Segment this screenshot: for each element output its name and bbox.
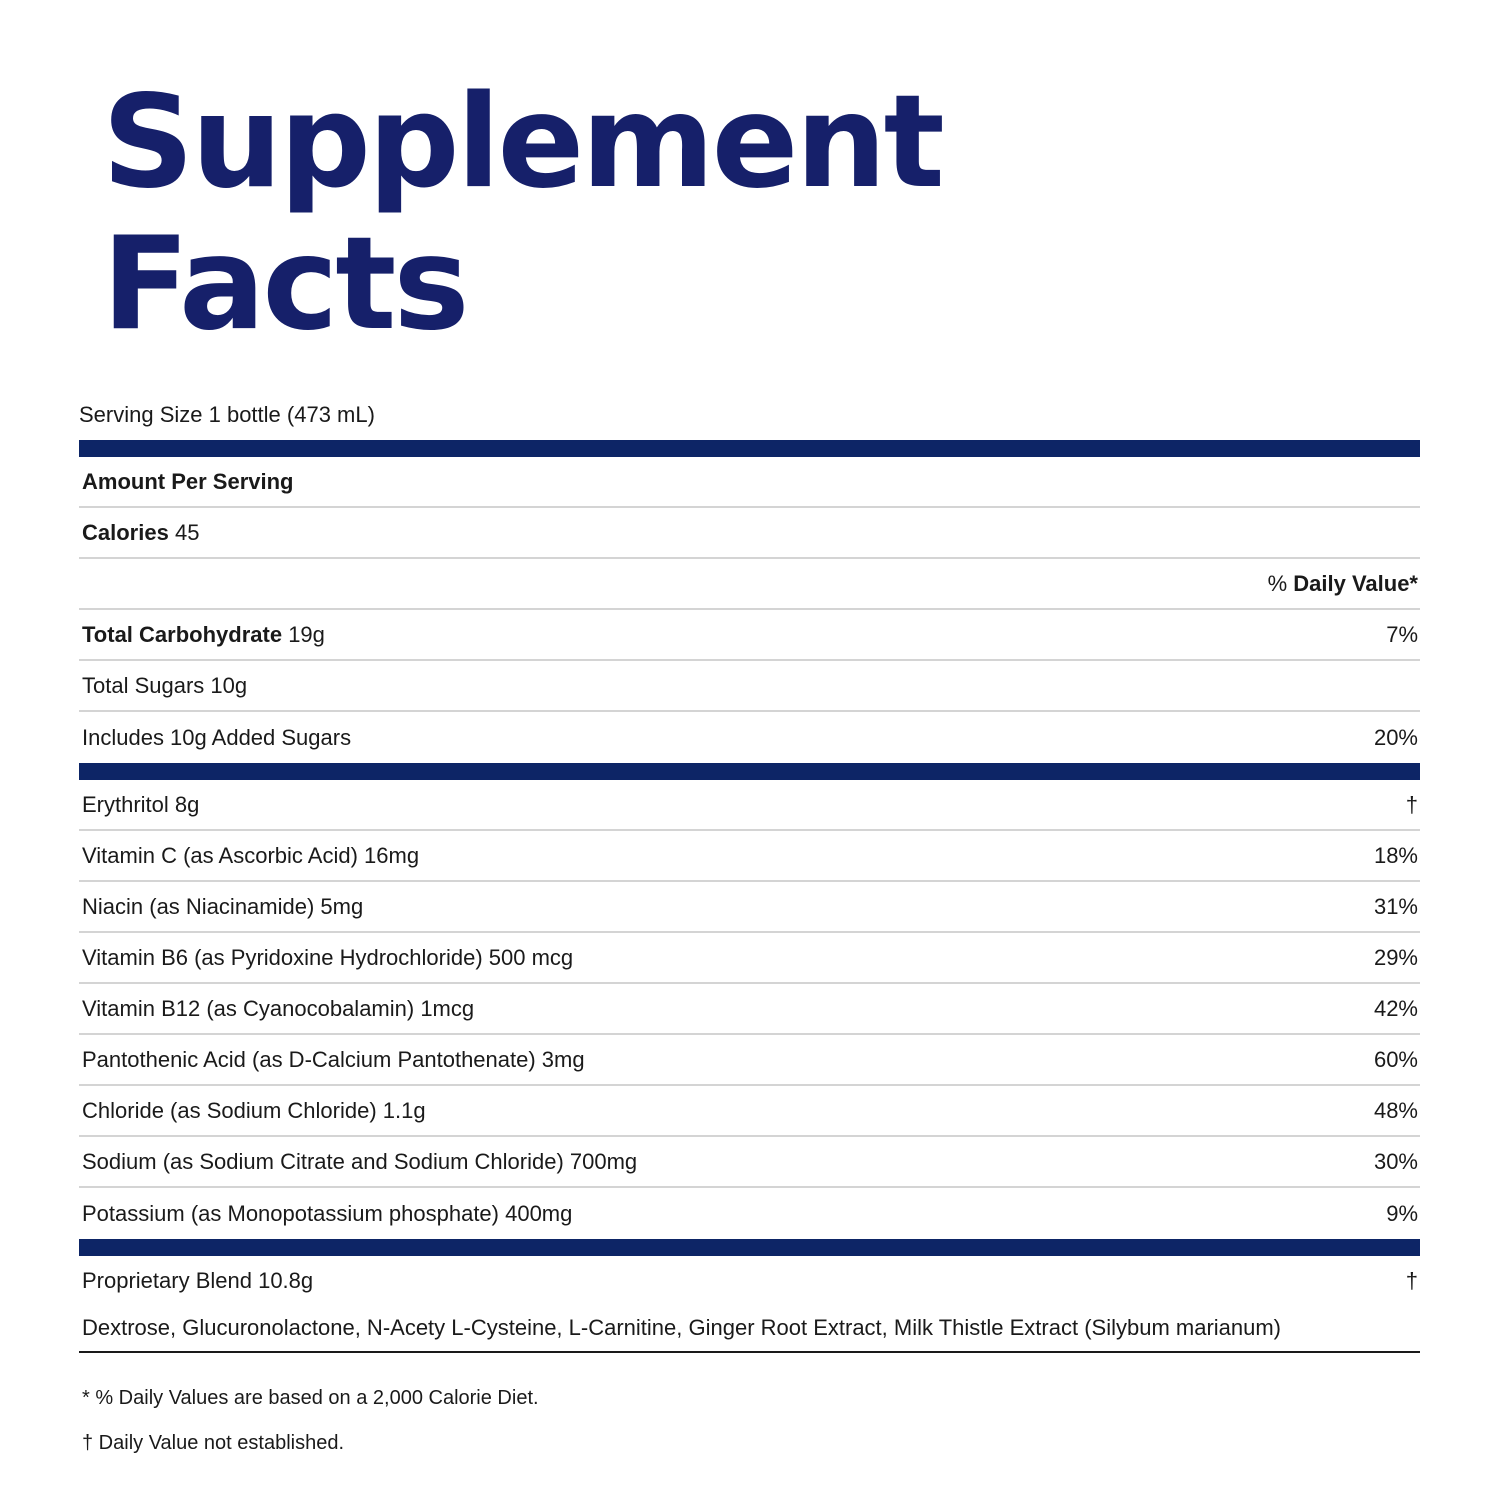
serving-size: Serving Size 1 bottle (473 mL) [79,402,375,427]
thick-divider [79,1239,1420,1256]
nutrient-row-sodium: Sodium (as Sodium Citrate and Sodium Chl… [79,1137,1420,1188]
nutrient-label: Vitamin B6 (as Pyridoxine Hydrochloride)… [82,944,574,970]
amount-per-serving-label: Amount Per Serving [82,468,294,494]
nutrient-label: Total Sugars 10g [82,672,248,698]
nutrient-label: Vitamin C (as Ascorbic Acid) 16mg [82,842,420,868]
nutrient-dv: 48% [1373,1097,1418,1123]
nutrient-dv: 60% [1373,1046,1418,1072]
page-title: Supplement Facts [102,68,945,359]
nutrient-dv: 42% [1373,995,1418,1021]
nutrient-amount: 19g [288,621,325,647]
nutrient-dv: 18% [1373,842,1418,868]
nutrient-label: Erythritol 8g [82,791,200,817]
title-line-1: Supplement [102,68,945,217]
nutrient-label: Total Carbohydrate [82,621,283,647]
nutrient-dv: 9% [1386,1200,1418,1226]
footnote-not-established: † Daily Value not established. [82,1432,345,1454]
daily-value-header-row: % Daily Value* [79,559,1420,610]
nutrient-dv: 30% [1373,1148,1418,1174]
calories-value: 45 [174,519,200,545]
nutrient-label: Sodium (as Sodium Citrate and Sodium Chl… [82,1148,638,1174]
thick-divider [79,763,1420,780]
nutrient-row-vitamin-b6: Vitamin B6 (as Pyridoxine Hydrochloride)… [79,933,1420,984]
nutrient-row-erythritol: Erythritol 8g † [79,780,1420,831]
nutrient-row-vitamin-b12: Vitamin B12 (as Cyanocobalamin) 1mcg 42% [79,984,1420,1035]
nutrient-row-total-sugars: Total Sugars 10g [79,661,1420,712]
thick-divider [79,440,1420,457]
nutrient-dv: 20% [1373,724,1418,750]
nutrient-label: Includes 10g Added Sugars [82,724,352,750]
nutrient-label: Pantothenic Acid (as D-Calcium Pantothen… [82,1046,585,1072]
calories-label: Calories [82,519,169,545]
title-line-2: Facts [102,210,470,359]
nutrient-row-potassium: Potassium (as Monopotassium phosphate) 4… [79,1188,1420,1239]
daily-value-header: % Daily Value* [1267,570,1418,596]
nutrient-row-niacin: Niacin (as Niacinamide) 5mg 31% [79,882,1420,933]
blend-dv: † [1405,1267,1418,1293]
nutrient-row-chloride: Chloride (as Sodium Chloride) 1.1g 48% [79,1086,1420,1137]
facts-panel: Amount Per Serving Calories 45 % Daily V… [79,440,1420,1353]
amount-per-serving-row: Amount Per Serving [79,457,1420,508]
nutrient-label: Chloride (as Sodium Chloride) 1.1g [82,1097,426,1123]
nutrient-row-added-sugars: Includes 10g Added Sugars 20% [79,712,1420,763]
calories-row: Calories 45 [79,508,1420,559]
nutrient-row-pantothenic-acid: Pantothenic Acid (as D-Calcium Pantothen… [79,1035,1420,1086]
blend-row: Proprietary Blend 10.8g † [79,1256,1420,1305]
blend-ingredients: Dextrose, Glucuronolactone, N-Acety L-Cy… [79,1305,1420,1353]
footnote-daily-values: * % Daily Values are based on a 2,000 Ca… [82,1387,539,1409]
nutrient-dv: 29% [1373,944,1418,970]
blend-label: Proprietary Blend 10.8g [82,1267,314,1293]
nutrient-dv: 31% [1373,893,1418,919]
nutrient-dv: 7% [1386,621,1418,647]
nutrient-row-total-carbohydrate: Total Carbohydrate 19g 7% [79,610,1420,661]
nutrient-dv: † [1405,791,1418,817]
nutrient-label: Niacin (as Niacinamide) 5mg [82,893,364,919]
nutrient-label: Vitamin B12 (as Cyanocobalamin) 1mcg [82,995,475,1021]
nutrient-row-vitamin-c: Vitamin C (as Ascorbic Acid) 16mg 18% [79,831,1420,882]
nutrient-label: Potassium (as Monopotassium phosphate) 4… [82,1200,573,1226]
